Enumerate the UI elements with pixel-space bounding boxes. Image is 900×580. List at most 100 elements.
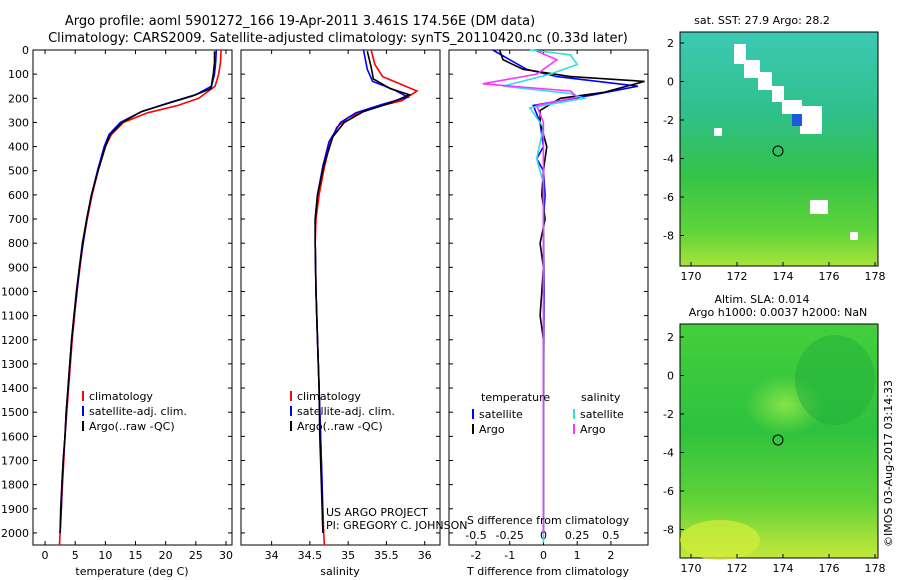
- s-diff-tick-label: 0.25: [565, 529, 590, 542]
- depth-tick-label: 400: [8, 141, 29, 154]
- map-x-tick-label: 178: [865, 270, 886, 283]
- sla-map: 170 172 174 176 178 2 0 -2 -4 -6 -8: [663, 323, 886, 575]
- map-y-tick-label: -2: [663, 408, 674, 421]
- legend-label: satellite-adj. clim.: [297, 405, 395, 418]
- sst-land-mask: [744, 60, 760, 78]
- sst-map-ticks: 170 172 174 176 178 2 0 -2 -4 -6 -8: [663, 37, 885, 283]
- legend-label: climatology: [89, 390, 153, 403]
- depth-tick-label: 1200: [1, 334, 29, 347]
- map-x-tick-label: 176: [819, 270, 840, 283]
- sst-land-mask: [810, 200, 828, 214]
- depth-tick-label: 900: [8, 261, 29, 274]
- temperature-plot: 0 5 10 15 20 25 30 climatology satellite-adj. cl…: [42, 49, 233, 562]
- x-tick-label: 15: [129, 549, 143, 562]
- salinity-xlabel: salinity: [320, 565, 360, 578]
- depth-tick-label: 0: [22, 44, 29, 57]
- x-tick-label: 20: [159, 549, 173, 562]
- map-y-tick-label: -2: [663, 114, 674, 127]
- sla-map-ticks: 170 172 174 176 178 2 0 -2 -4 -6 -8: [663, 331, 885, 575]
- series-line-t-satellite: [492, 49, 639, 533]
- s-diff-tick-label: 0.5: [602, 529, 620, 542]
- sst-land-mask: [714, 128, 722, 136]
- x-tick-label: -2: [470, 549, 481, 562]
- depth-tick-label: 1900: [1, 503, 29, 516]
- x-tick-label: 34.5: [298, 549, 323, 562]
- depth-tick-label: 1400: [1, 382, 29, 395]
- temperature-panel: [32, 49, 233, 546]
- pi-credit: PI: GREGORY C. JOHNSON: [326, 519, 467, 532]
- x-tick-label: 1: [574, 549, 581, 562]
- legend-label: Argo(..raw -QC): [297, 420, 383, 433]
- depth-tick-label: 1300: [1, 358, 29, 371]
- sla-map-subtitle: Argo h1000: 0.0037 h2000: NaN: [689, 306, 868, 319]
- argo-position-marker: [772, 434, 784, 446]
- depth-tick-label: 500: [8, 165, 29, 178]
- series-line-argo-raw-qc-: [314, 51, 412, 533]
- depth-tick-label: 700: [8, 213, 29, 226]
- map-y-tick-label: -8: [663, 230, 674, 243]
- x-tick-label: 2: [607, 549, 614, 562]
- s-diff-tick-label: -0.25: [495, 529, 523, 542]
- sla-high-anomaly: [680, 520, 760, 560]
- salinity-plot: 34 34.5 35 35.5 36 climatology satellite-adj. …: [265, 49, 432, 562]
- depth-tick-label: 300: [8, 116, 29, 129]
- x-tick-label: 30: [219, 549, 233, 562]
- sst-cold-patch: [792, 114, 802, 126]
- depth-tick-label: 1600: [1, 430, 29, 443]
- legend-label: satellite-adj. clim.: [89, 405, 187, 418]
- sst-land-mask: [772, 86, 784, 102]
- project-credit: US ARGO PROJECT: [326, 506, 428, 519]
- map-y-tick-label: 2: [667, 331, 674, 344]
- depth-tick-label: 1000: [1, 285, 29, 298]
- sst-map: 170 172 174 176 178 2 0 -2 -4 -6 -8: [663, 31, 886, 283]
- x-tick-label: 10: [98, 549, 112, 562]
- x-tick-label: 36: [418, 549, 432, 562]
- legend-label: satellite: [580, 408, 624, 421]
- sst-land-mask: [850, 232, 858, 240]
- map-y-tick-label: -6: [663, 191, 674, 204]
- legend-label: Argo: [580, 423, 606, 436]
- map-x-tick-label: 170: [681, 562, 702, 575]
- map-x-tick-label: 176: [819, 562, 840, 575]
- map-y-tick-label: -4: [663, 447, 674, 460]
- series-line-s-argo: [482, 50, 579, 533]
- sst-land-mask: [800, 106, 822, 134]
- depth-tick-label: 100: [8, 68, 29, 81]
- difference-panel: [448, 49, 649, 546]
- x-tick-label: 0: [540, 549, 547, 562]
- depth-tick-label: 1700: [1, 454, 29, 467]
- series-line-t-argo: [498, 49, 645, 533]
- map-x-tick-label: 178: [865, 562, 886, 575]
- sst-map-title: sat. SST: 27.9 Argo: 28.2: [694, 14, 830, 27]
- map-y-tick-label: -6: [663, 485, 674, 498]
- series-line-argo-raw-qc-: [59, 51, 216, 533]
- x-tick-label: 0: [42, 549, 49, 562]
- legend-title-salinity: salinity: [581, 391, 621, 404]
- depth-tick-label: 1500: [1, 406, 29, 419]
- x-tick-label: 5: [72, 549, 79, 562]
- sst-land-mask: [782, 100, 802, 114]
- map-y-tick-label: -8: [663, 524, 674, 537]
- sst-field: [679, 31, 879, 267]
- figure-title-line1: Argo profile: aoml 5901272_166 19-Apr-20…: [65, 14, 535, 29]
- map-x-tick-label: 172: [727, 270, 748, 283]
- x-tick-label: 35: [341, 549, 355, 562]
- depth-tick-label: 2000: [1, 527, 29, 540]
- depth-tick-label: 1100: [1, 310, 29, 323]
- sla-map-title: Altim. SLA: 0.014: [714, 293, 809, 306]
- imos-credit: ©IMOS 03-Aug-2017 03:14:33: [882, 380, 895, 547]
- depth-axis: 0 100 200 300 400 500 600 700 800 900 1000 1100 1200…: [1, 44, 648, 540]
- depth-tick-label: 800: [8, 237, 29, 250]
- series-line-satellite-adj-clim-: [59, 49, 218, 533]
- map-y-tick-label: 0: [667, 76, 674, 89]
- difference-xlabel: T difference from climatology: [466, 565, 629, 578]
- map-y-tick-label: 2: [667, 37, 674, 50]
- x-tick-label: 34: [265, 549, 279, 562]
- temperature-xlabel: temperature (deg C): [75, 565, 188, 578]
- depth-tick-label: 600: [8, 189, 29, 202]
- depth-tick-label: 1800: [1, 479, 29, 492]
- series-line-climatology: [314, 49, 419, 546]
- legend-label: Argo(..raw -QC): [89, 420, 175, 433]
- map-y-tick-label: 0: [667, 370, 674, 383]
